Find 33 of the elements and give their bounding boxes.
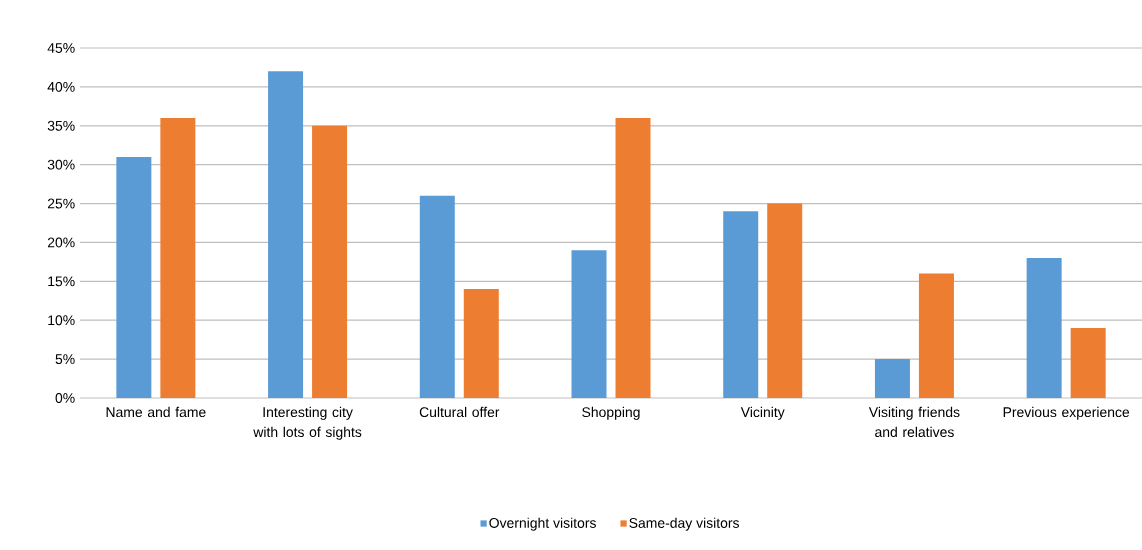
bar	[160, 118, 196, 398]
bar	[116, 156, 152, 398]
y-tick-label: 0%	[55, 393, 75, 403]
bar	[615, 118, 651, 398]
y-tick-label: 25%	[47, 198, 75, 209]
x-tick-label: Vicinity	[740, 406, 785, 420]
x-tick-label: Previous experience	[1003, 406, 1130, 420]
x-tick-label: Shopping	[582, 406, 640, 420]
x-tick-label: Visiting friends and relatives	[868, 406, 960, 438]
bar	[463, 289, 499, 398]
y-tick-label: 45%	[47, 43, 75, 53]
y-tick-label: 15%	[48, 276, 75, 287]
y-tick-label: 5%	[55, 354, 75, 365]
legend-label: Same-day visitors	[629, 517, 739, 531]
legend-label: Overnight visitors	[489, 517, 596, 531]
y-tick-label: 35%	[47, 120, 75, 131]
bar	[767, 203, 803, 398]
bar	[1026, 258, 1062, 398]
y-tick-label: 30%	[47, 159, 75, 170]
bar	[918, 273, 954, 398]
x-tick-label: Interesting city with lots of sights	[253, 406, 362, 440]
bar	[268, 71, 304, 398]
bar	[571, 250, 607, 398]
bar	[1070, 328, 1106, 398]
y-tick-label: 40%	[47, 81, 75, 92]
bar	[874, 359, 910, 398]
y-tick-label: 10%	[48, 315, 75, 326]
bar	[312, 125, 348, 398]
bar	[419, 195, 455, 398]
y-tick-label: 20%	[47, 237, 75, 248]
bar	[723, 211, 759, 398]
x-tick-label: Cultural offer	[419, 406, 500, 418]
x-tick-label: Name and fame	[106, 406, 206, 418]
